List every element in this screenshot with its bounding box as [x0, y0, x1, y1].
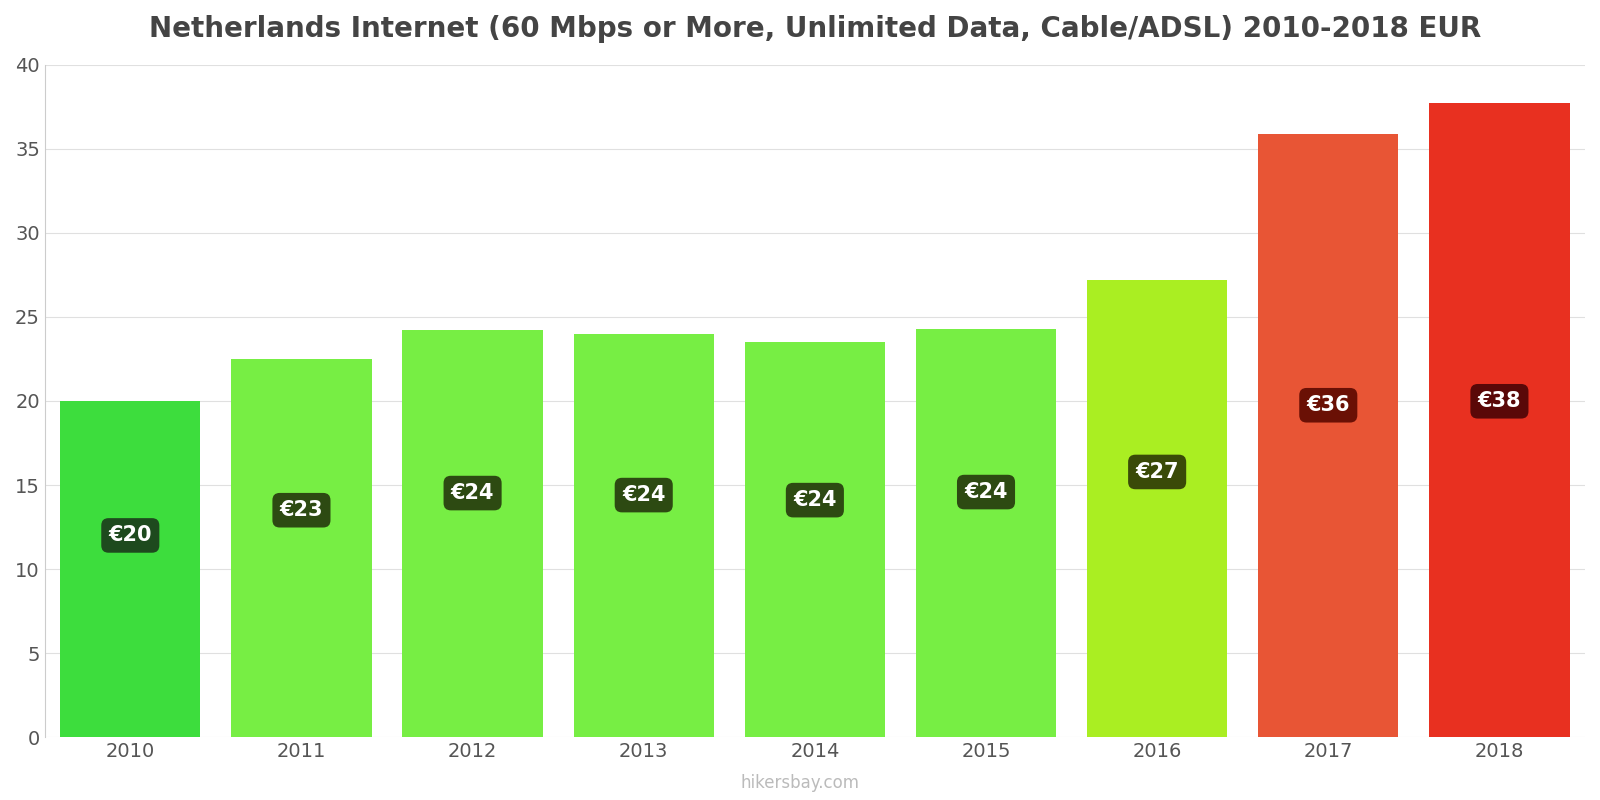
Text: €23: €23	[280, 500, 323, 520]
Title: Netherlands Internet (60 Mbps or More, Unlimited Data, Cable/ADSL) 2010-2018 EUR: Netherlands Internet (60 Mbps or More, U…	[149, 15, 1482, 43]
Text: €24: €24	[451, 483, 494, 503]
Bar	[61, 401, 200, 737]
Bar	[915, 329, 1056, 737]
Text: €24: €24	[794, 490, 837, 510]
Text: €24: €24	[622, 485, 666, 505]
Text: €38: €38	[1478, 391, 1522, 411]
Bar	[1086, 280, 1227, 737]
Bar	[403, 330, 542, 737]
Text: hikersbay.com: hikersbay.com	[741, 774, 859, 792]
Bar	[232, 359, 371, 737]
Bar	[1429, 103, 1570, 737]
Text: €36: €36	[1307, 395, 1350, 415]
Bar	[744, 342, 885, 737]
Text: €24: €24	[965, 482, 1008, 502]
Bar	[1258, 134, 1398, 737]
Text: €20: €20	[109, 526, 152, 546]
Text: €27: €27	[1136, 462, 1179, 482]
Bar	[573, 334, 714, 737]
